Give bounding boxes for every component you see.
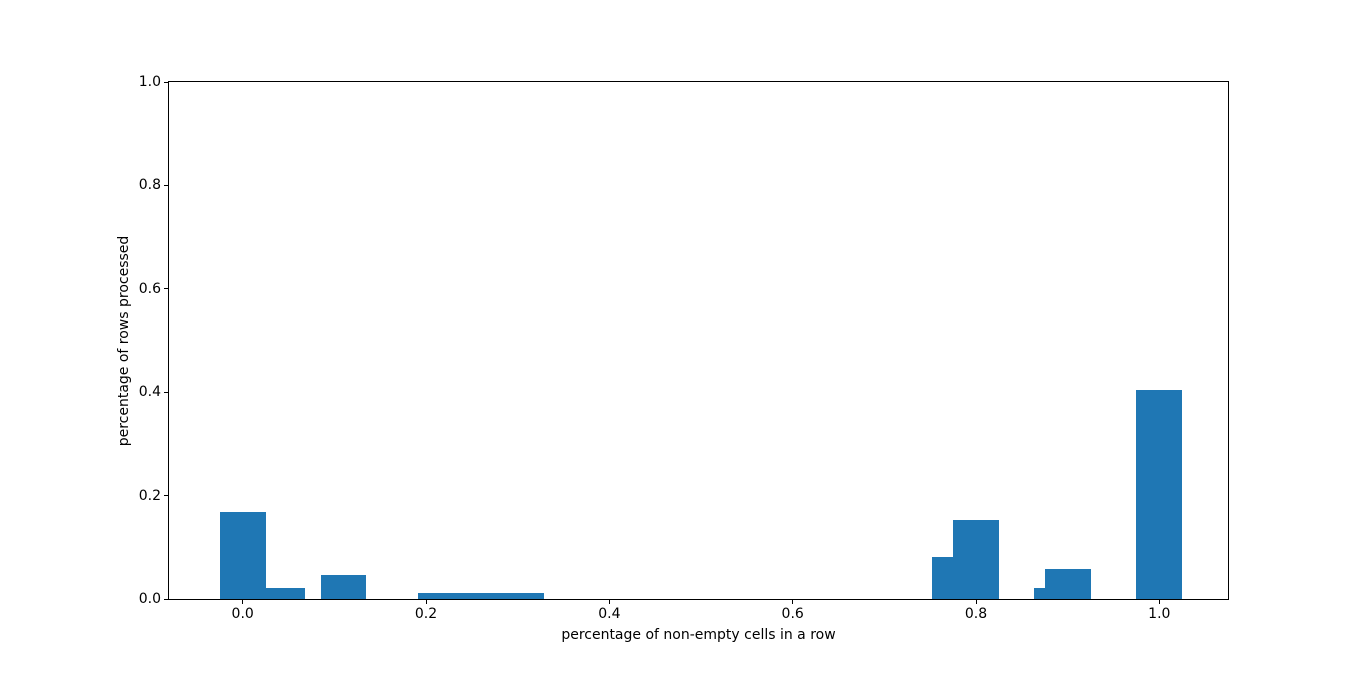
bars-layer [169, 82, 1228, 599]
bar [417, 592, 464, 599]
bar [448, 592, 495, 599]
y-tick-label: 0.6 [138, 280, 161, 297]
y-axis-label: percentage of rows processed [116, 235, 132, 446]
x-tick-label: 0.2 [414, 606, 438, 622]
x-tick-mark [425, 599, 427, 604]
x-tick-mark [608, 599, 610, 604]
y-tick-mark [164, 391, 169, 393]
y-tick-label: 0.0 [138, 591, 161, 607]
y-tick-mark [164, 184, 169, 186]
bar [259, 587, 305, 599]
bar [498, 592, 545, 599]
x-axis-ticks-layer: 0.0 0.2 0.4 0.6 0.8 1.0 [169, 82, 1228, 621]
bar [1044, 569, 1091, 599]
x-tick-mark [975, 599, 977, 604]
y-tick-mark [164, 81, 169, 83]
x-tick-label: 0.6 [781, 606, 804, 622]
bar [320, 574, 367, 599]
x-axis-label: percentage of non-empty cells in a row [561, 627, 836, 643]
x-tick-label: 1.0 [1148, 606, 1171, 622]
bar [1136, 390, 1183, 599]
x-tick-mark [792, 599, 794, 604]
y-tick-label: 0.2 [138, 487, 161, 504]
bar [953, 519, 999, 599]
y-tick-mark [164, 598, 169, 600]
y-tick-label: 0.8 [138, 177, 161, 194]
x-tick-label: 0.8 [964, 606, 988, 622]
y-axis-ticks-layer: 0.0 0.2 0.4 0.6 0.8 1.0 [139, 75, 1228, 606]
y-tick-label: 0.4 [138, 384, 161, 401]
x-tick-mark [242, 599, 244, 604]
plot-area: 0.0 0.2 0.4 0.6 0.8 1.0 0.0 0.2 0.4 0.6 0.8 1.0 pe… [116, 75, 1229, 642]
y-tick-mark [164, 495, 169, 497]
x-tick-mark [1158, 599, 1160, 604]
x-tick-label: 0.0 [231, 606, 254, 622]
y-tick-mark [164, 288, 169, 290]
x-tick-label: 0.4 [598, 606, 621, 622]
bar [219, 512, 266, 599]
y-tick-label: 1.0 [138, 74, 161, 90]
